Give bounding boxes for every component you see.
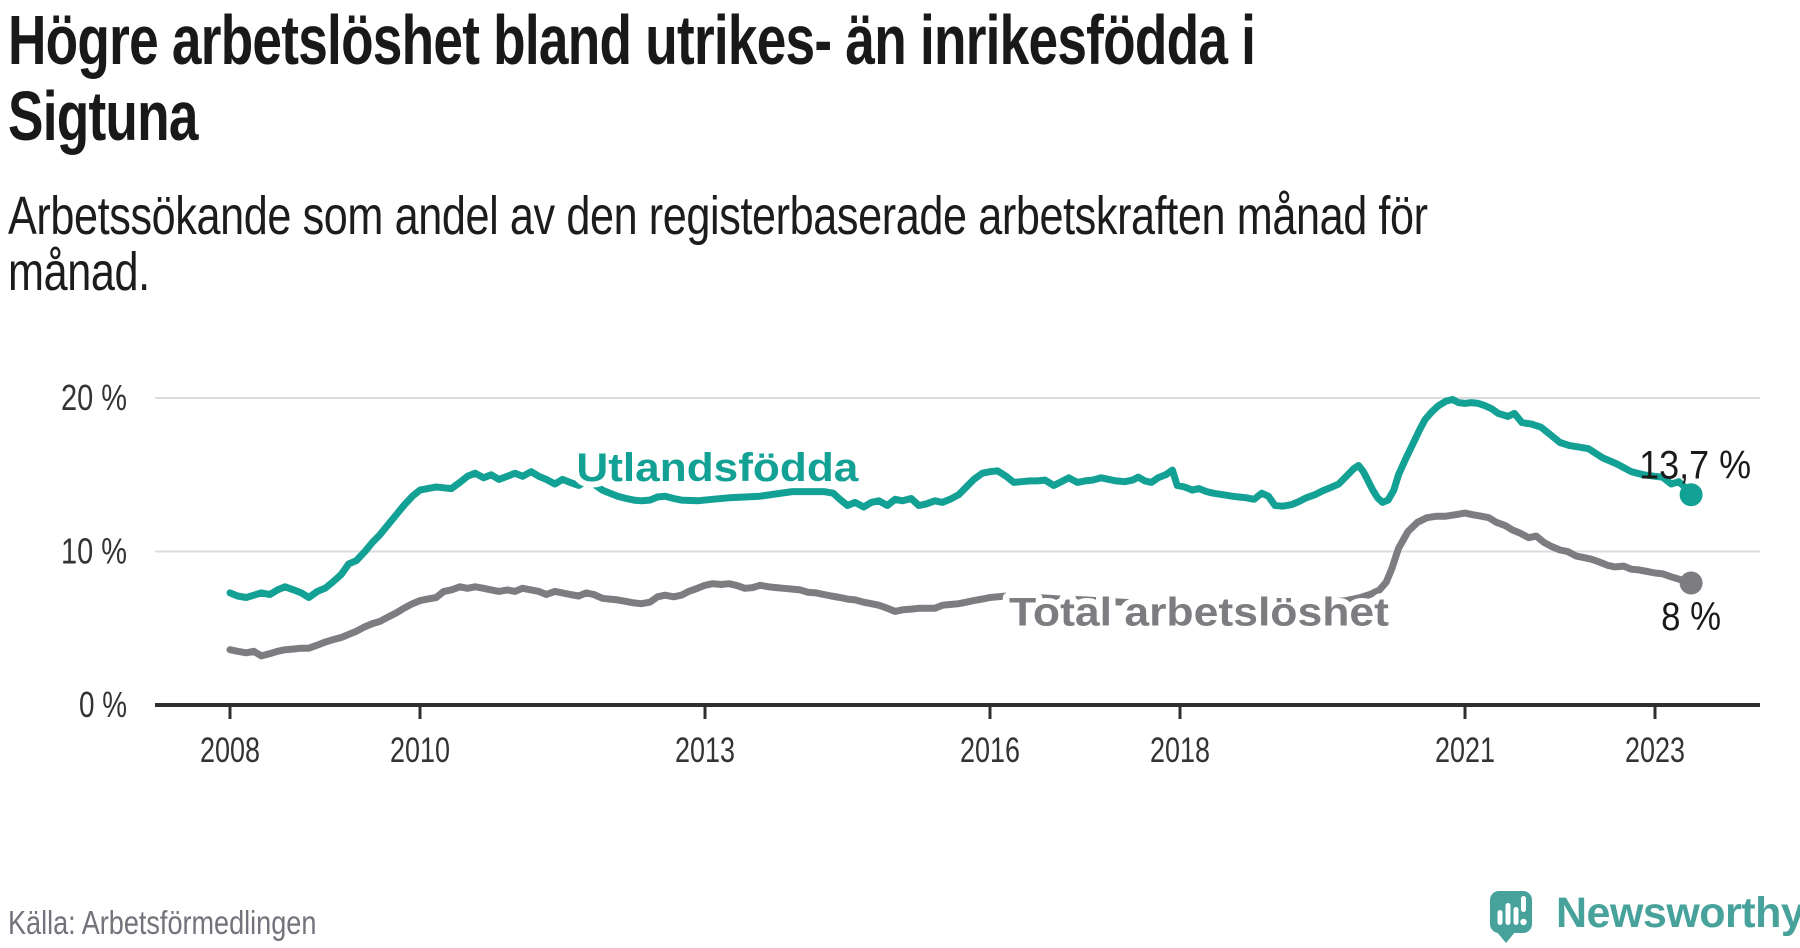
source-note: Källa: Arbetsförmedlingen	[8, 904, 317, 941]
x-tick-label-2010: 2010	[390, 731, 450, 770]
brand-name: Newsworthy	[1556, 889, 1800, 937]
end-value-label-utlandsfodda: 13,7 %	[1639, 444, 1751, 488]
y-tick-label-10: 10 %	[61, 531, 127, 572]
end-value-label-total: 8 %	[1661, 595, 1721, 639]
x-tick-label-2008: 2008	[200, 731, 260, 770]
x-tick-label-2018: 2018	[1150, 731, 1210, 770]
newsworthy-logo-icon	[1490, 891, 1532, 943]
chart-title: Högre arbetslöshet bland utrikes- än inr…	[8, 1, 1256, 155]
series-line-total	[226, 509, 1695, 660]
x-tick-label-2021: 2021	[1435, 731, 1495, 770]
y-tick-label-0: 0 %	[79, 684, 127, 725]
series-end-dot-total	[1679, 571, 1703, 595]
logo-exclamation-bar	[1521, 896, 1526, 912]
series-label-utlandsfodda: Utlandsfödda	[576, 446, 859, 490]
chart-subtitle-line2: månad.	[8, 242, 150, 302]
logo-bar-1	[1497, 910, 1503, 925]
series-line-utlandsfodda	[226, 396, 1695, 601]
logo-bar-2	[1505, 903, 1511, 925]
chart-title-line1: Högre arbetslöshet bland utrikes- än inr…	[8, 1, 1256, 79]
chart-subtitle: Arbetssökande som andel av den registerb…	[8, 188, 1428, 300]
series-end-dot-utlandsfodda	[1679, 483, 1703, 507]
x-tick-label-2013: 2013	[675, 731, 735, 770]
series-label-total: Total arbetslöshet	[1009, 590, 1389, 634]
logo-bar-3	[1513, 907, 1519, 925]
logo-bubble-tail	[1496, 931, 1516, 943]
y-tick-label-20: 20 %	[61, 377, 127, 418]
chart-subtitle-line1: Arbetssökande som andel av den registerb…	[8, 186, 1428, 246]
chart-title-line2: Sigtuna	[8, 77, 198, 155]
logo-bubble	[1490, 891, 1532, 933]
logo-exclamation-dot	[1520, 918, 1527, 926]
x-tick-label-2023: 2023	[1625, 731, 1685, 770]
x-tick-label-2016: 2016	[960, 731, 1020, 770]
